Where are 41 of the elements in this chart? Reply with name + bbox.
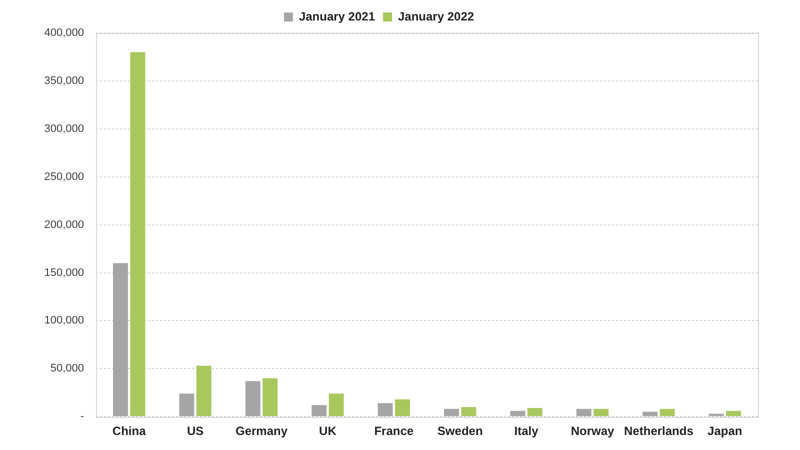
x-tick-label: Netherlands — [624, 424, 694, 438]
bar — [378, 403, 393, 416]
x-tick-label: Sweden — [437, 424, 483, 438]
y-tick-label: 200,000 — [44, 218, 84, 231]
bar — [708, 414, 724, 416]
y-tick-label: 50,000 — [50, 362, 84, 375]
bar — [196, 366, 212, 416]
y-tick-label: 350,000 — [44, 74, 84, 87]
y-tick-label: 400,000 — [44, 27, 84, 40]
bar — [594, 408, 609, 416]
legend-label: January 2022 — [398, 9, 474, 24]
bar — [510, 410, 526, 416]
bar — [395, 399, 410, 416]
y-tick-label: 150,000 — [44, 266, 84, 279]
y-tick-label: 300,000 — [44, 122, 84, 135]
bar — [726, 410, 741, 416]
x-tick-label: Japan — [708, 424, 742, 438]
x-tick-label: China — [112, 424, 146, 438]
bar — [130, 52, 146, 416]
bar — [312, 405, 327, 416]
bar — [245, 381, 260, 416]
legend-label: January 2021 — [298, 9, 376, 24]
bar — [642, 412, 658, 416]
bar — [113, 263, 128, 416]
x-tick-label: Italy — [514, 424, 539, 438]
bar — [576, 408, 592, 416]
y-tick-label: 250,000 — [44, 170, 84, 183]
x-tick-label: UK — [319, 424, 337, 438]
y-tick-label: - — [80, 410, 84, 423]
x-tick-label: Norway — [570, 424, 614, 438]
bar — [461, 407, 476, 416]
x-tick-label: Germany — [235, 424, 288, 438]
bar — [660, 408, 675, 416]
bar — [444, 408, 459, 416]
y-tick-label: 100,000 — [44, 314, 84, 327]
x-tick-label: France — [374, 424, 414, 438]
bar — [328, 394, 344, 416]
bar — [262, 378, 278, 416]
x-tick-label: US — [186, 424, 204, 438]
bar — [527, 408, 542, 416]
bar — [179, 394, 194, 416]
